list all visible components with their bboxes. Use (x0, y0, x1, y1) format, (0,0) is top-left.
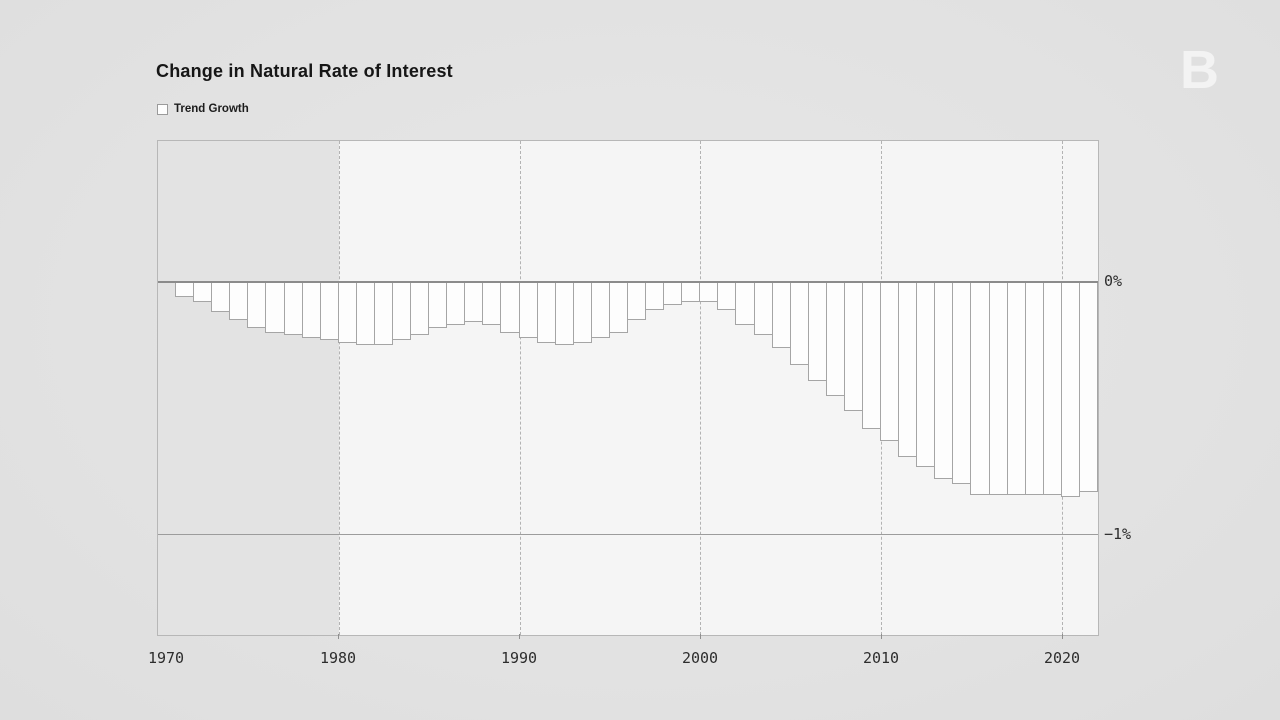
legend-item-trend-growth[interactable]: Trend Growth (157, 103, 249, 115)
bar-2016 (988, 282, 1008, 495)
bar-2003 (753, 282, 773, 336)
bar-1980 (337, 282, 357, 343)
bar-1994 (590, 282, 610, 338)
bar-1977 (283, 282, 303, 336)
x-axis-tick (700, 634, 701, 639)
decade-gridline-1980 (338, 141, 340, 635)
legend-checkbox[interactable] (157, 103, 168, 115)
x-tick-label-1990: 1990 (500, 649, 538, 667)
bar-1995 (608, 282, 628, 333)
bar-1974 (229, 282, 249, 320)
bar-2011 (898, 282, 918, 457)
bar-2008 (843, 282, 863, 412)
bar-1996 (627, 282, 647, 320)
bar-1989 (500, 282, 520, 333)
bar-1986 (446, 282, 466, 325)
pre-1980-shaded-region (158, 141, 339, 635)
bar-1990 (518, 282, 538, 338)
x-tick-label-2020: 2020 (1043, 649, 1081, 667)
y-tick-label-zero: 0% (1104, 272, 1123, 290)
bar-2004 (771, 282, 791, 348)
decade-gridline-1990 (519, 141, 521, 635)
bar-2012 (916, 282, 936, 467)
bar-2009 (862, 282, 882, 429)
x-tick-label-2000: 2000 (681, 649, 719, 667)
bar-2002 (735, 282, 755, 325)
bar-2005 (789, 282, 809, 366)
bar-1982 (373, 282, 393, 346)
bar-1983 (392, 282, 412, 341)
zero-baseline (158, 281, 1098, 283)
bar-2006 (807, 282, 827, 381)
bar-2000 (699, 282, 719, 303)
bar-1985 (428, 282, 448, 328)
x-tick-label-1970: 1970 (147, 649, 185, 667)
bar-2014 (952, 282, 972, 485)
bar-1984 (410, 282, 430, 336)
legend-label: Trend Growth (174, 103, 249, 115)
bar-1972 (193, 282, 213, 303)
bar-1976 (265, 282, 285, 333)
bar-1992 (554, 282, 574, 346)
bar-2017 (1006, 282, 1026, 495)
x-tick-label-1980: 1980 (319, 649, 357, 667)
bar-1997 (645, 282, 665, 310)
bar-2019 (1042, 282, 1062, 495)
bar-1981 (355, 282, 375, 346)
decade-gridline-2000 (700, 141, 702, 635)
bar-1993 (572, 282, 592, 343)
bar-2021 (1078, 282, 1098, 492)
bar-2015 (970, 282, 990, 495)
bar-1973 (211, 282, 231, 313)
x-axis-tick (338, 634, 339, 639)
broadcaster-logo-icon: B (1180, 40, 1219, 100)
bar-2018 (1024, 282, 1044, 495)
bar-1978 (301, 282, 321, 338)
plot-area (157, 140, 1099, 636)
bar-2001 (717, 282, 737, 310)
bar-2010 (880, 282, 900, 442)
bar-2013 (934, 282, 954, 480)
bar-2007 (825, 282, 845, 396)
bars-layer (158, 141, 1098, 635)
x-axis-tick (1062, 634, 1063, 639)
bar-1998 (663, 282, 683, 305)
bar-1987 (464, 282, 484, 323)
bar-1999 (681, 282, 701, 303)
y-tick-label-minus-one: −1% (1104, 525, 1132, 543)
bar-1988 (482, 282, 502, 325)
x-tick-label-2010: 2010 (862, 649, 900, 667)
x-axis-tick (881, 634, 882, 639)
bar-2020 (1060, 282, 1080, 498)
bar-1975 (247, 282, 267, 328)
chart-title: Change in Natural Rate of Interest (156, 61, 453, 81)
minus-one-percent-gridline (158, 534, 1098, 535)
bar-1991 (536, 282, 556, 343)
bar-1971 (175, 282, 195, 298)
x-axis-tick (519, 634, 520, 639)
bar-1979 (319, 282, 339, 341)
